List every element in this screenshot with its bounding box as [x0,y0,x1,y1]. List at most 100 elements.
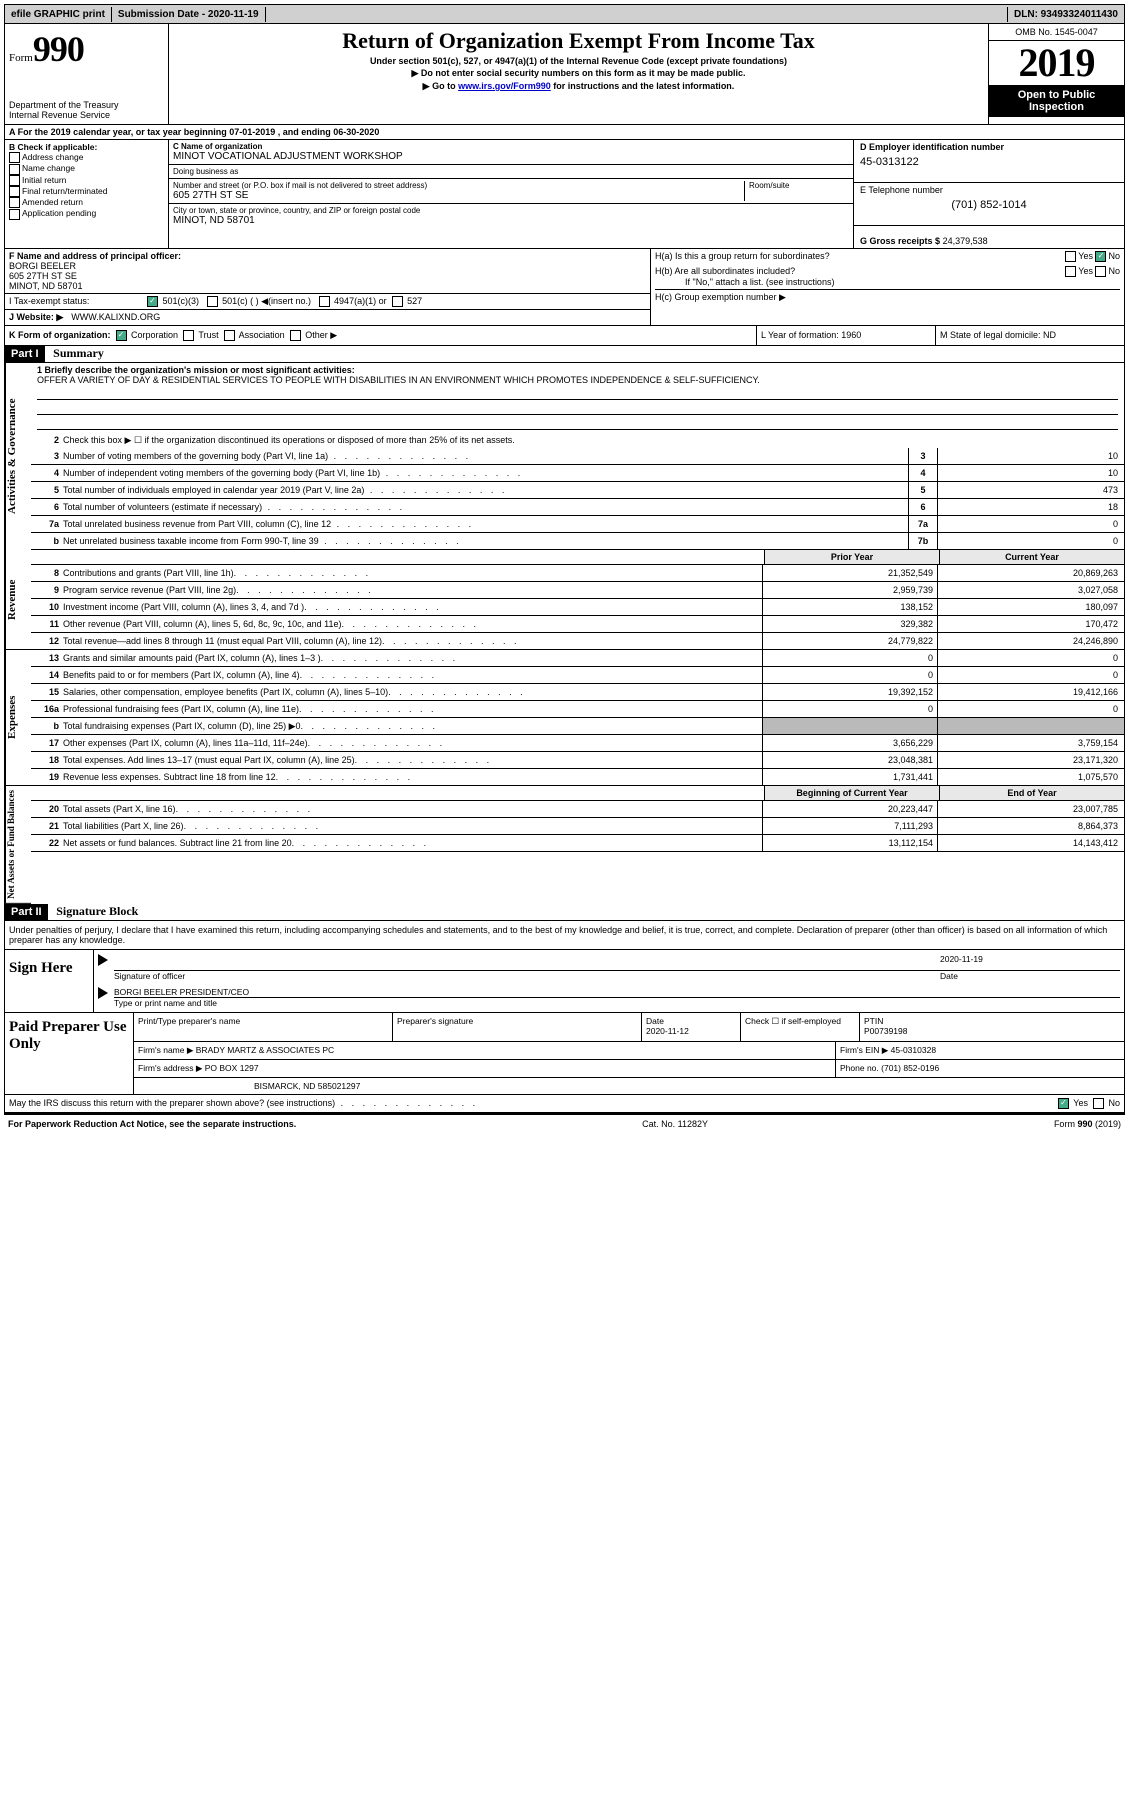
opt-address: Address change [22,152,83,162]
row-f-h: F Name and address of principal officer:… [5,249,1124,326]
opt-corp: Corporation [131,330,178,340]
side-netassets: Net Assets or Fund Balances [5,786,31,904]
tel-value: (701) 852-1014 [860,199,1118,211]
fin-header-blank [31,550,764,564]
row-text: Total number of individuals employed in … [63,483,908,497]
sig-officer-field[interactable] [114,954,934,971]
expenses-section: Expenses 13 Grants and similar amounts p… [5,650,1124,786]
f-label: F Name and address of principal officer: [9,251,646,261]
line2-num: 2 [31,435,63,445]
financial-row: b Total fundraising expenses (Part IX, c… [31,718,1124,735]
section-bcde: B Check if applicable: Address change Na… [5,140,1124,249]
financial-row: 12 Total revenue—add lines 8 through 11 … [31,633,1124,650]
col-c-org-info: C Name of organization MINOT VOCATIONAL … [169,140,853,248]
chk-other[interactable] [290,330,301,341]
row-value: 10 [938,465,1124,481]
c-name-label: C Name of organization [173,142,849,151]
financial-row: 11 Other revenue (Part VIII, column (A),… [31,616,1124,633]
firm-addr1: PO BOX 1297 [205,1063,259,1073]
sub3-post: for instructions and the latest informat… [551,81,735,91]
opt-assoc: Association [239,330,285,340]
activity-row: 4 Number of independent voting members o… [31,465,1124,482]
opt-final: Final return/terminated [22,186,108,196]
prior-year-value: 138,152 [762,599,937,615]
prior-year-header: Prior Year [764,550,939,564]
website-url[interactable]: WWW.KALIXND.ORG [67,310,164,325]
opt-name: Name change [22,163,75,173]
row-box: 3 [908,448,938,464]
discuss-row: May the IRS discuss this return with the… [5,1095,1124,1114]
chk-initial[interactable] [9,175,20,186]
mission-blank-line [37,385,1118,400]
current-year-value: 1,075,570 [937,769,1124,785]
tel-label: E Telephone number [860,185,1118,195]
form-title: Return of Organization Exempt From Incom… [173,28,984,54]
penalty-statement: Under penalties of perjury, I declare th… [5,921,1124,950]
officer-typed-name: BORGI BEELER PRESIDENT/CEO [114,987,1120,998]
ha-label: H(a) Is this a group return for subordin… [655,251,830,262]
current-year-value: 180,097 [937,599,1124,615]
chk-501c3[interactable] [147,296,158,307]
row-box: 4 [908,465,938,481]
fin-text: Benefits paid to or for members (Part IX… [63,667,762,683]
dept-text: Department of the Treasury Internal Reve… [9,100,164,120]
chk-assoc[interactable] [224,330,235,341]
revenue-section: Revenue Prior Year Current Year 8 Contri… [5,550,1124,650]
tax-year: 2019 [989,41,1124,85]
row-text: Number of independent voting members of … [63,466,908,480]
chk-final[interactable] [9,186,20,197]
current-year-value: 8,864,373 [937,818,1124,834]
col-h: H(a) Is this a group return for subordin… [651,249,1124,325]
current-year-header: Current Year [939,550,1124,564]
omb-number: OMB No. 1545-0047 [989,24,1124,41]
row-box: 5 [908,482,938,498]
current-year-value: 170,472 [937,616,1124,632]
chk-ha-no[interactable] [1095,251,1106,262]
na-cy-header: End of Year [939,786,1124,800]
fin-text: Salaries, other compensation, employee b… [63,684,762,700]
arrow-icon [98,954,108,966]
chk-name-change[interactable] [9,164,20,175]
efile-label[interactable]: efile GRAPHIC print [5,7,112,22]
prior-year-value: 19,392,152 [762,684,937,700]
netassets-section: Net Assets or Fund Balances Beginning of… [5,786,1124,904]
chk-corp[interactable] [116,330,127,341]
chk-discuss-no[interactable] [1093,1098,1104,1109]
chk-527[interactable] [392,296,403,307]
footer-left: For Paperwork Reduction Act Notice, see … [8,1119,296,1129]
fin-num: 19 [31,769,63,785]
activities-section: Activities & Governance 1 Briefly descri… [5,363,1124,550]
financial-row: 21 Total liabilities (Part X, line 26) 7… [31,818,1124,835]
discuss-text: May the IRS discuss this return with the… [9,1098,335,1108]
form990-link[interactable]: www.irs.gov/Form990 [458,81,551,91]
form-label: Form [9,52,33,64]
yes-label: Yes [1073,1098,1088,1108]
chk-hb-yes[interactable] [1065,266,1076,277]
chk-amended[interactable] [9,197,20,208]
chk-discuss-yes[interactable] [1058,1098,1069,1109]
check-self-employed[interactable]: Check ☐ if self-employed [741,1013,860,1041]
sig-date-value: 2020-11-19 [934,954,1120,971]
chk-hb-no[interactable] [1095,266,1106,277]
chk-pending[interactable] [9,209,20,220]
officer-addr2: MINOT, ND 58701 [9,281,646,291]
chk-ha-yes[interactable] [1065,251,1076,262]
current-year-value: 20,869,263 [937,565,1124,581]
row-box: 6 [908,499,938,515]
financial-row: 17 Other expenses (Part IX, column (A), … [31,735,1124,752]
opt-pending: Application pending [22,208,96,218]
prep-name-field[interactable] [138,1026,388,1038]
gross-label: G Gross receipts $ [860,236,940,246]
org-name: MINOT VOCATIONAL ADJUSTMENT WORKSHOP [173,151,849,162]
paid-preparer-label: Paid Preparer Use Only [5,1013,134,1094]
fin-num: 9 [31,582,63,598]
activity-row: 7a Total unrelated business revenue from… [31,516,1124,533]
hb-label: H(b) Are all subordinates included? [655,266,795,277]
chk-4947[interactable] [319,296,330,307]
l-year: L Year of formation: 1960 [756,326,935,345]
chk-trust[interactable] [183,330,194,341]
chk-address-change[interactable] [9,152,20,163]
footer: For Paperwork Reduction Act Notice, see … [4,1115,1125,1133]
chk-501c[interactable] [207,296,218,307]
fin-num: 12 [31,633,63,649]
